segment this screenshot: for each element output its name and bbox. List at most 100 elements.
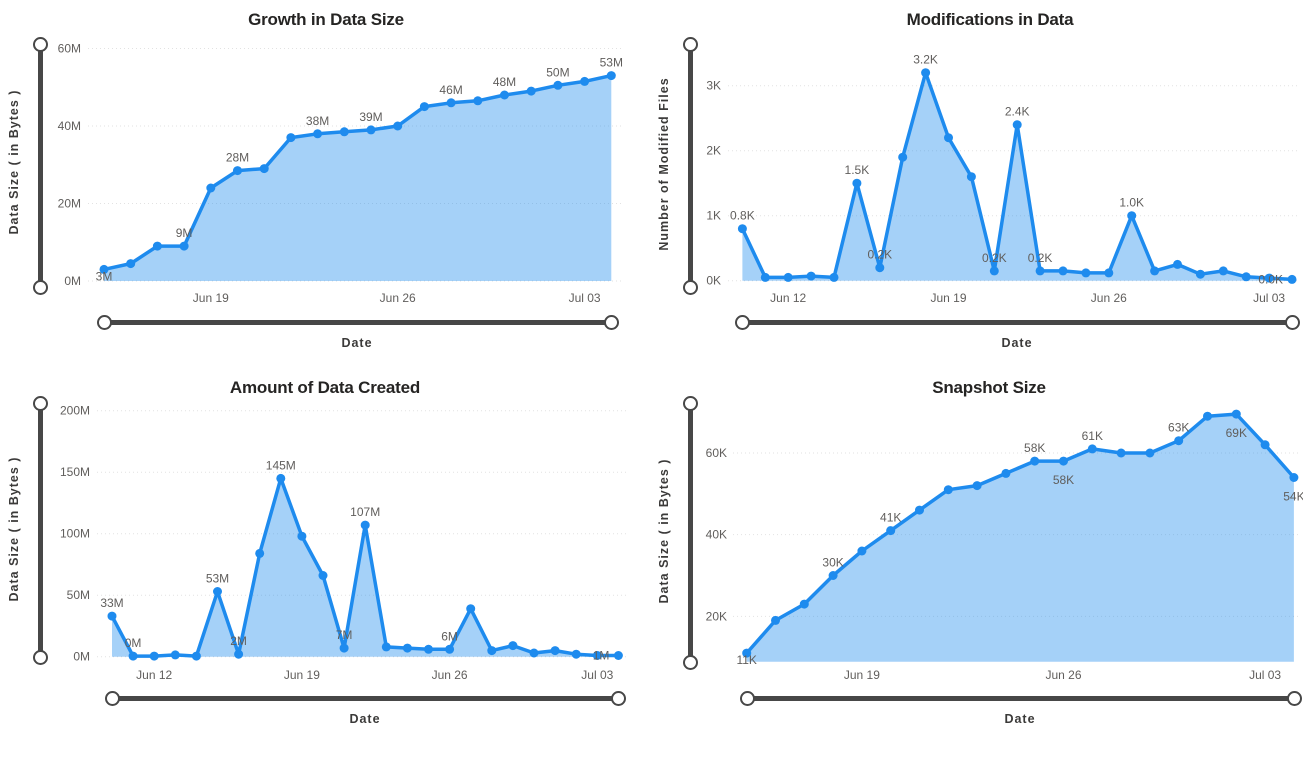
data-point-marker[interactable] [313,129,323,139]
data-point-marker[interactable] [852,178,862,188]
data-point-marker[interactable] [1241,272,1251,282]
data-point-marker[interactable] [1127,211,1137,221]
data-point-marker[interactable] [606,71,616,81]
data-point-marker[interactable] [419,102,429,112]
data-point-marker[interactable] [1174,436,1184,446]
data-point-marker[interactable] [1104,268,1114,278]
data-point-marker[interactable] [1203,411,1212,421]
x-zoom-slider-snapshot-chart[interactable] [739,690,1302,706]
data-point-marker[interactable] [255,548,265,558]
data-point-marker[interactable] [1260,440,1270,450]
data-point-marker[interactable] [99,264,109,274]
data-point-marker[interactable] [857,546,867,556]
data-point-marker[interactable] [943,485,953,495]
data-point-marker[interactable] [921,68,931,78]
y-zoom-slider-bottom-handle[interactable] [682,279,698,295]
data-point-marker[interactable] [366,125,376,135]
data-point-marker[interactable] [1087,444,1097,454]
x-zoom-slider-left-handle[interactable] [734,314,750,330]
data-point-marker[interactable] [1059,456,1068,466]
data-point-marker[interactable] [1218,266,1228,276]
x-zoom-slider-modifications-chart[interactable] [734,314,1300,330]
data-point-marker[interactable] [1173,259,1182,269]
data-point-marker[interactable] [487,646,497,656]
x-zoom-slider-right-handle[interactable] [1286,690,1302,706]
data-point-marker[interactable] [1264,273,1274,283]
data-point-marker[interactable] [580,76,590,86]
y-zoom-slider-snapshot-chart[interactable] [682,395,698,670]
data-point-marker[interactable] [206,183,216,193]
data-point-marker[interactable] [799,599,809,609]
data-point-marker[interactable] [1030,456,1040,466]
data-point-marker[interactable] [742,648,752,658]
data-point-marker[interactable] [989,266,999,276]
y-zoom-slider-top-handle[interactable] [682,36,698,52]
data-point-marker[interactable] [526,86,536,96]
data-point-marker[interactable] [966,172,976,182]
data-point-marker[interactable] [213,587,222,596]
data-point-marker[interactable] [339,643,349,653]
data-point-marker[interactable] [737,224,747,234]
data-point-marker[interactable] [1012,120,1022,130]
data-point-marker[interactable] [1058,266,1068,276]
y-zoom-slider-bottom-handle[interactable] [32,279,48,295]
data-point-marker[interactable] [1150,266,1160,276]
data-point-marker[interactable] [613,651,623,660]
y-zoom-slider-growth-chart[interactable] [32,36,48,295]
data-point-marker[interactable] [297,531,307,541]
x-zoom-slider-left-handle[interactable] [739,690,755,706]
data-point-marker[interactable] [1289,473,1299,482]
data-point-marker[interactable] [473,96,483,106]
data-point-marker[interactable] [1081,268,1091,278]
data-point-marker[interactable] [508,641,518,651]
x-zoom-slider-left-handle[interactable] [96,314,112,330]
data-point-marker[interactable] [1231,409,1241,419]
data-point-marker[interactable] [170,650,180,660]
data-point-marker[interactable] [466,604,476,614]
data-point-marker[interactable] [592,651,602,660]
data-point-marker[interactable] [915,505,924,515]
data-point-marker[interactable] [179,241,189,251]
data-point-marker[interactable] [553,80,563,90]
x-zoom-slider-left-handle[interactable] [104,690,120,706]
data-point-marker[interactable] [1116,448,1126,458]
data-point-marker[interactable] [126,259,136,269]
y-zoom-slider-bottom-handle[interactable] [682,654,698,670]
data-point-marker[interactable] [1287,274,1297,284]
y-zoom-slider-modifications-chart[interactable] [682,36,698,295]
data-point-marker[interactable] [360,520,370,530]
data-point-marker[interactable] [783,272,793,282]
x-zoom-slider-created-chart[interactable] [104,690,626,706]
data-point-marker[interactable] [806,271,816,281]
data-point-marker[interactable] [393,121,403,131]
y-zoom-slider-top-handle[interactable] [32,36,48,52]
data-point-marker[interactable] [529,648,539,658]
data-point-marker[interactable] [1001,468,1011,478]
x-zoom-slider-right-handle[interactable] [610,690,626,706]
data-point-marker[interactable] [259,164,269,174]
data-point-marker[interactable] [424,644,433,654]
data-point-marker[interactable] [875,263,885,273]
x-zoom-slider-right-handle[interactable] [1284,314,1300,330]
data-point-marker[interactable] [886,526,896,536]
data-point-marker[interactable] [402,643,412,653]
data-point-marker[interactable] [1195,269,1205,279]
data-point-marker[interactable] [571,649,581,659]
data-point-marker[interactable] [771,615,780,625]
data-point-marker[interactable] [276,473,286,483]
data-point-marker[interactable] [152,241,162,251]
data-point-marker[interactable] [972,481,982,491]
data-point-marker[interactable] [898,152,908,162]
x-zoom-slider-right-handle[interactable] [603,314,619,330]
data-point-marker[interactable] [128,651,138,661]
data-point-marker[interactable] [233,166,242,176]
data-point-marker[interactable] [500,90,509,100]
x-zoom-slider-growth-chart[interactable] [96,314,619,330]
data-point-marker[interactable] [445,644,455,654]
data-point-marker[interactable] [1145,448,1155,458]
data-point-marker[interactable] [191,651,201,661]
data-point-marker[interactable] [944,133,953,143]
data-point-marker[interactable] [760,272,770,282]
data-point-marker[interactable] [446,98,456,108]
data-point-marker[interactable] [107,611,117,621]
